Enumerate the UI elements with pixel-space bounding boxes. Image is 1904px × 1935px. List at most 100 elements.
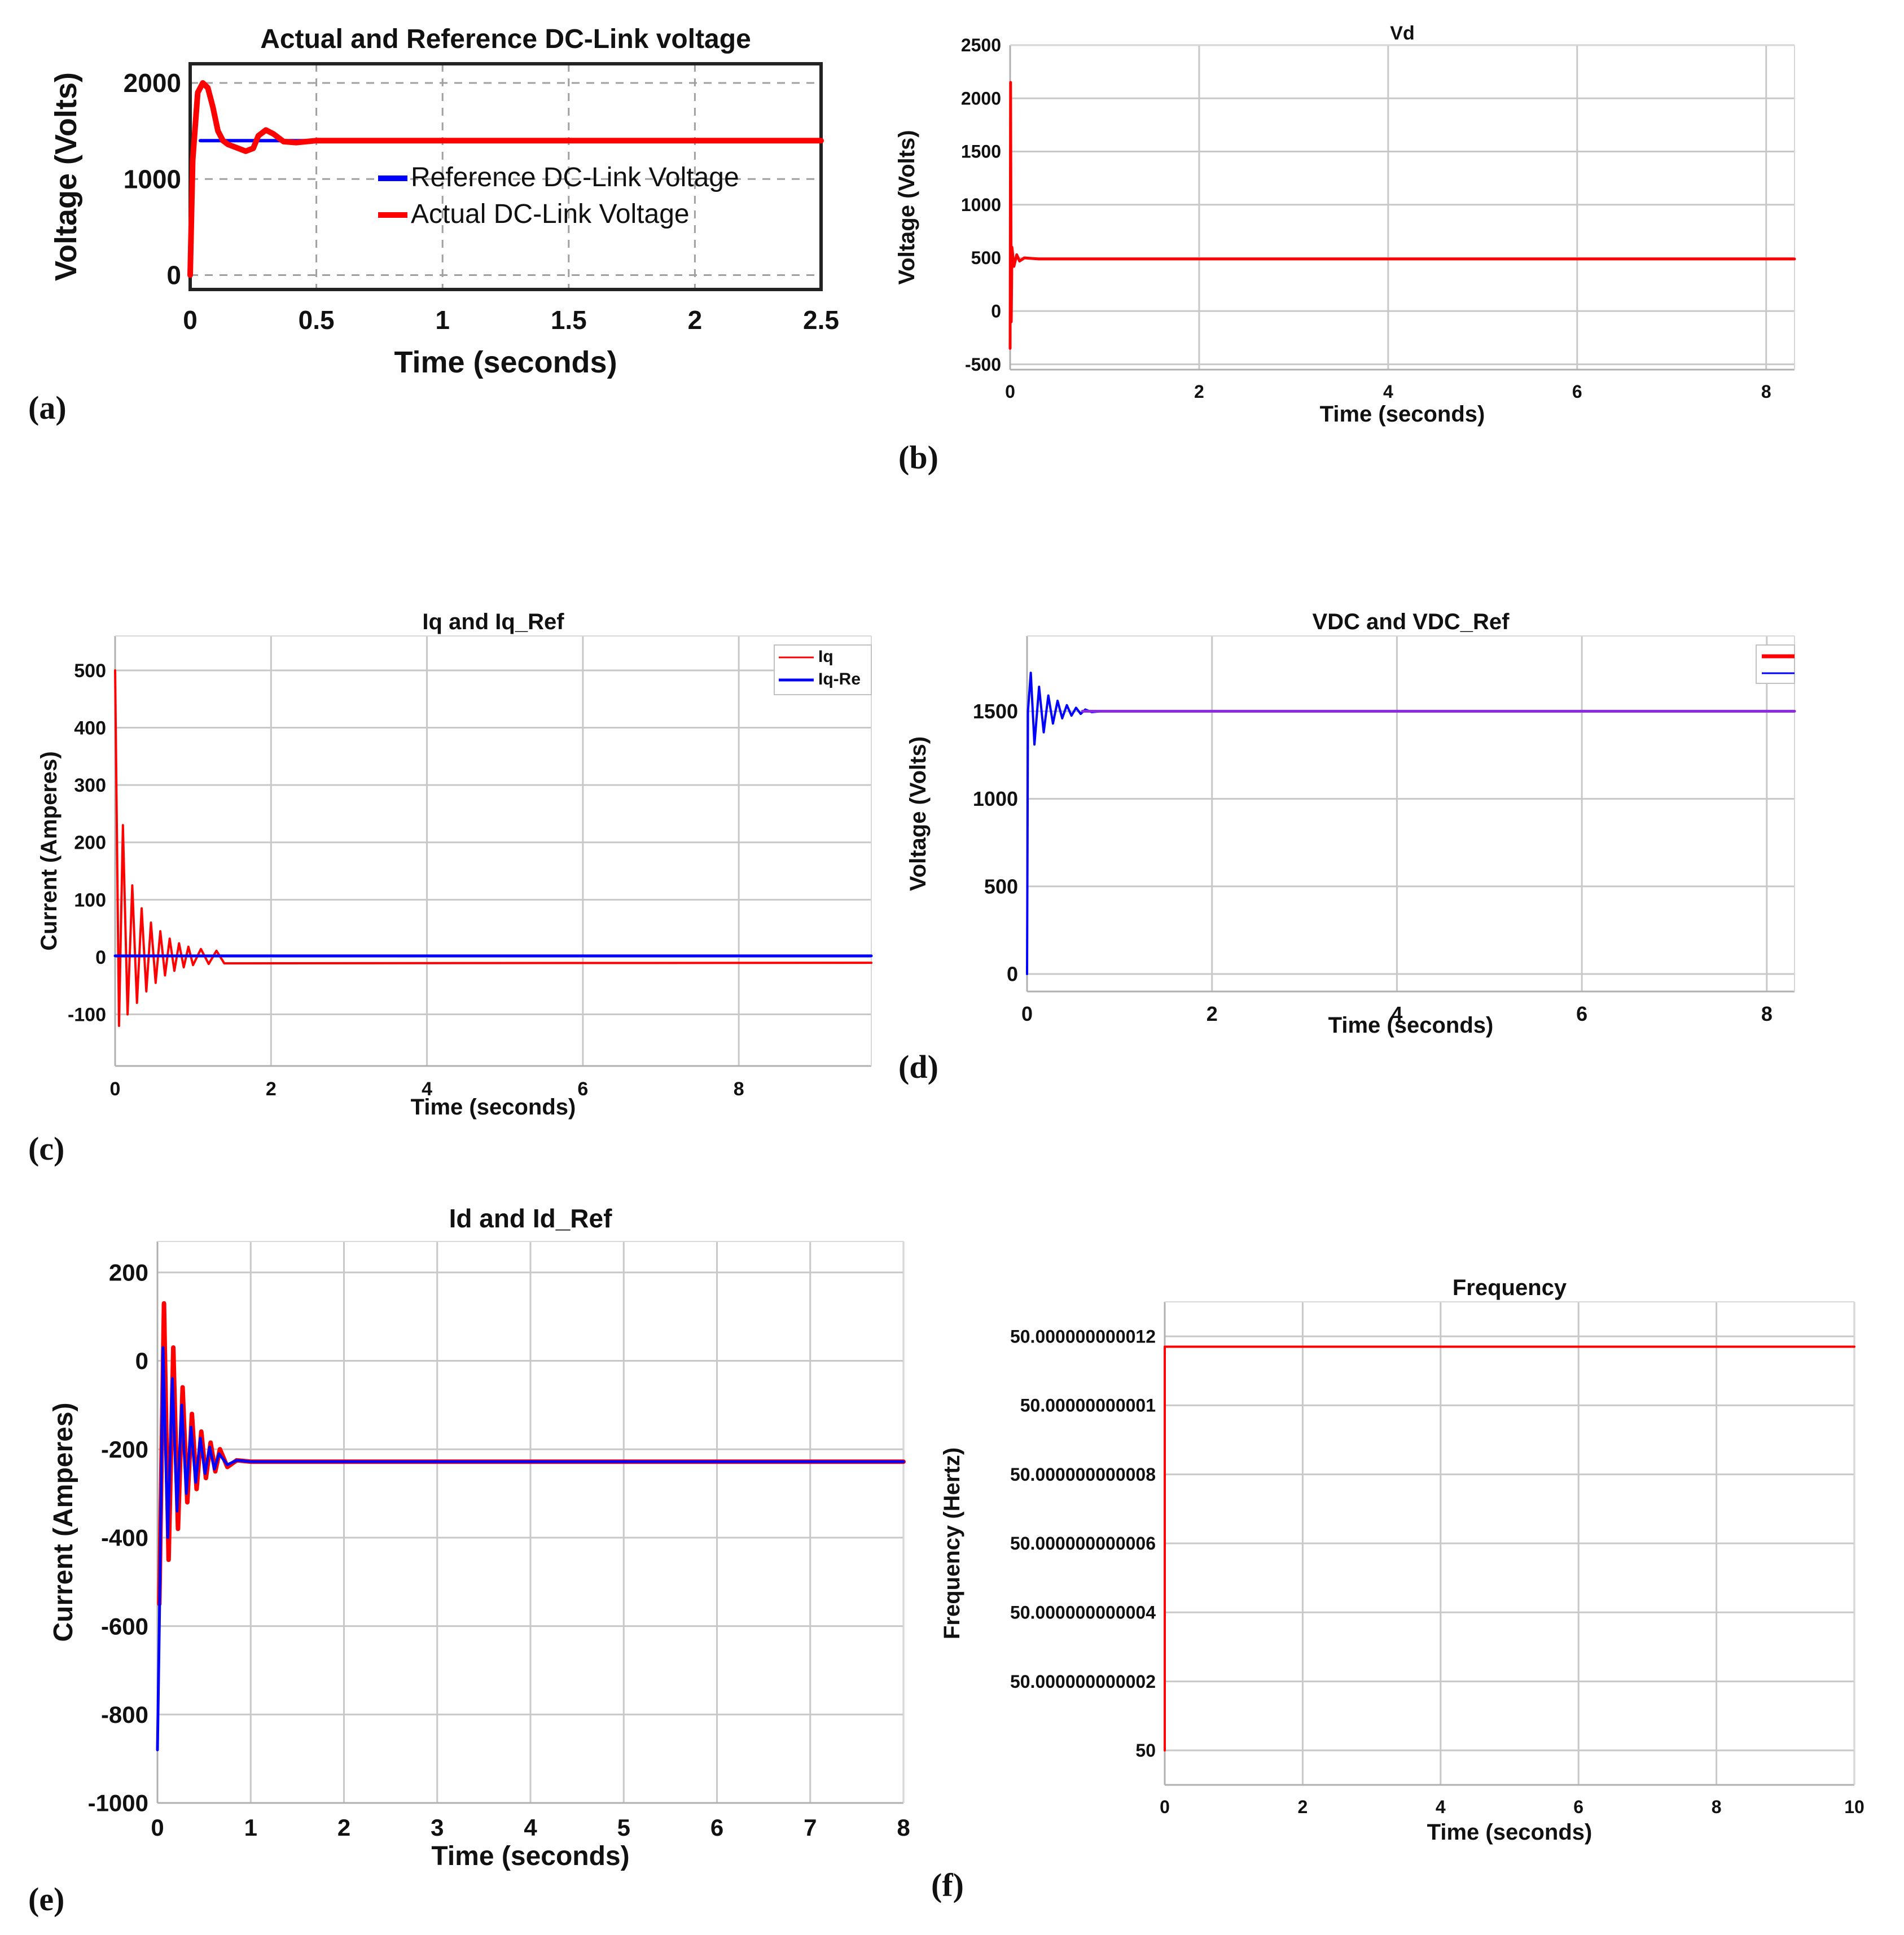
y-tick-label-3: 1000 [961, 195, 1001, 215]
chart-title: Id and Id_Ref [449, 1204, 612, 1233]
x-tick-label-1: 1 [244, 1814, 257, 1841]
x-axis-label: Time (seconds) [411, 1095, 576, 1120]
y-tick-label-0: 50 [1135, 1740, 1156, 1761]
y-tick-label-6: 50.000000000012 [1010, 1326, 1156, 1346]
x-tick-label-4: 2 [688, 305, 703, 335]
x-tick-label-3: 1.5 [551, 305, 587, 335]
y-tick-label-4: -200 [101, 1436, 148, 1463]
chart-title: Vd [1390, 23, 1414, 44]
chart-e: 0 1 2 3 4 5 6 7 8 -1000 -800 -600 -400 -200 0 200 Id and… [49, 1204, 910, 1871]
y-tick-label-3: -400 [101, 1525, 148, 1551]
x-tick-label-4: 4 [524, 1814, 537, 1841]
x-tick-label-5: 2.5 [803, 305, 839, 335]
y-tick-label-1: 0 [95, 947, 106, 968]
panel-label-d: (d) [898, 1048, 938, 1085]
x-axis-label: Time (seconds) [394, 345, 617, 379]
series-a-1 [187, 80, 824, 278]
y-tick-label-1: 1000 [124, 164, 181, 194]
legend-label-1: Iq-Re [818, 670, 861, 688]
x-tick-label-2: 2 [337, 1814, 350, 1841]
x-tick-label-3: 6 [1572, 381, 1582, 402]
x-tick-label-0: 0 [1005, 381, 1015, 402]
x-tick-label-3: 6 [577, 1078, 588, 1100]
y-tick-label-6: 500 [74, 660, 106, 682]
y-tick-label-2: 2000 [124, 68, 181, 98]
y-tick-label-0: 0 [166, 261, 181, 290]
chart-f: 0 2 4 6 8 10 50 50.000000000002 50.000000000004 5… [940, 1275, 1864, 1845]
plot-area [190, 64, 821, 289]
chart-title: Actual and Reference DC-Link voltage [260, 24, 751, 54]
y-tick-label-0: -100 [68, 1004, 106, 1025]
y-tick-label-5: 0 [135, 1348, 148, 1374]
chart-title: Iq and Iq_Ref [422, 609, 564, 634]
x-axis-label: Time (seconds) [1427, 1820, 1592, 1845]
x-tick-label-1: 2 [1207, 1002, 1218, 1025]
series-f-0 [1164, 1345, 1855, 1752]
y-tick-label-0: -1000 [88, 1790, 148, 1816]
y-tick-label-2: -600 [101, 1613, 148, 1639]
x-tick-label-2: 4 [1436, 1797, 1446, 1817]
y-axis-label: Current (Amperes) [49, 1402, 78, 1642]
x-axis-label: Time (seconds) [1328, 1013, 1494, 1038]
y-axis-label: Current (Amperes) [37, 751, 62, 950]
panel-label-c: (c) [28, 1130, 64, 1167]
x-tick-label-0: 0 [151, 1814, 164, 1841]
x-tick-label-4: 8 [734, 1078, 744, 1100]
legend-label-0: Iq [818, 647, 833, 666]
x-tick-label-2: 4 [1391, 1002, 1402, 1025]
panel-label-b: (b) [898, 439, 938, 476]
x-tick-label-4: 8 [1761, 381, 1771, 402]
x-tick-label-0: 0 [1021, 1002, 1033, 1025]
y-tick-label-6: 200 [109, 1260, 148, 1286]
x-tick-label-1: 0.5 [299, 305, 335, 335]
x-tick-label-5: 10 [1844, 1797, 1864, 1817]
legend-box [1756, 644, 1795, 684]
x-tick-label-6: 6 [710, 1814, 723, 1841]
y-tick-label-5: 2000 [961, 88, 1001, 108]
y-tick-label-4: 50.000000000008 [1010, 1464, 1156, 1485]
x-axis-label: Time (seconds) [1320, 402, 1485, 427]
legend-box [774, 644, 872, 695]
x-tick-label-4: 8 [1712, 1797, 1722, 1817]
x-tick-label-1: 2 [266, 1078, 277, 1100]
y-axis-label: Frequency (Hertz) [940, 1447, 964, 1639]
series-c-0 [114, 669, 872, 1027]
y-tick-label-1: 500 [984, 875, 1018, 898]
y-axis-label: Voltage (Volts) [49, 72, 83, 281]
y-tick-label-3: 1500 [973, 700, 1018, 723]
x-tick-label-5: 5 [617, 1814, 630, 1841]
y-tick-label-3: 200 [74, 832, 106, 854]
plot-area [115, 636, 871, 1066]
x-tick-label-3: 3 [431, 1814, 444, 1841]
panel-label-f: (f) [931, 1867, 964, 1903]
x-tick-label-1: 2 [1194, 381, 1204, 402]
chart-title: Frequency [1453, 1275, 1567, 1300]
y-tick-label-0: -500 [965, 354, 1001, 375]
x-tick-label-0: 0 [110, 1078, 121, 1100]
x-tick-label-0: 0 [183, 305, 198, 335]
plot-area [1010, 45, 1795, 370]
x-tick-label-1: 2 [1298, 1797, 1308, 1817]
y-axis-label: Voltage (Volts) [894, 130, 919, 284]
y-tick-label-1: 0 [991, 301, 1001, 322]
y-tick-label-2: 100 [74, 889, 106, 911]
y-tick-label-2: 1000 [973, 787, 1018, 810]
x-tick-label-0: 0 [1160, 1797, 1170, 1817]
panel-label-a: (a) [28, 389, 67, 426]
series-b-0 [1008, 81, 1796, 350]
y-tick-label-1: 50.000000000002 [1010, 1671, 1156, 1692]
legend-label-1: Actual DC-Link Voltage [411, 199, 690, 229]
x-tick-label-8: 8 [897, 1814, 910, 1841]
x-tick-label-4: 8 [1761, 1002, 1773, 1025]
x-tick-label-2: 4 [422, 1078, 432, 1100]
x-axis-label: Time (seconds) [431, 1841, 629, 1871]
y-tick-label-2: 50.000000000004 [1010, 1602, 1156, 1622]
plot-area [1027, 636, 1795, 991]
y-tick-label-3: 50.000000000006 [1010, 1533, 1156, 1554]
y-tick-label-5: 50.00000000001 [1020, 1396, 1156, 1416]
series-e-1 [156, 1346, 905, 1752]
x-tick-label-2: 4 [1383, 381, 1393, 402]
y-tick-label-2: 500 [971, 248, 1001, 268]
